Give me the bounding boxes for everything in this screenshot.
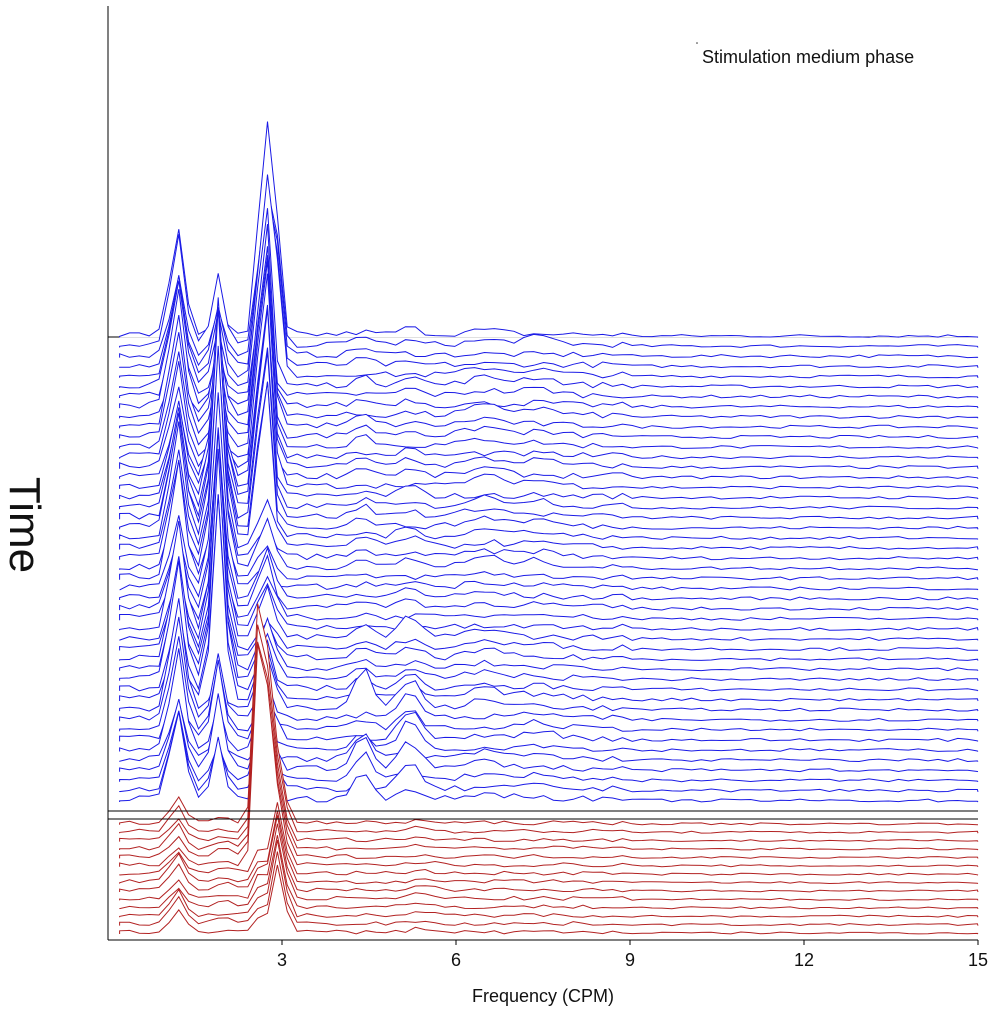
x-tick-label: 12 [794, 950, 814, 970]
spectrum-trace [119, 174, 979, 379]
spectrum-trace [119, 802, 979, 876]
spectrum-trace [119, 851, 979, 927]
annotation-marker [696, 42, 698, 44]
spectrum-trace [119, 208, 979, 389]
y-axis-label: Time [0, 477, 49, 573]
x-tick-label: 6 [451, 950, 461, 970]
spectrum-trace [119, 246, 979, 429]
spectrum-trace [119, 644, 979, 868]
spectrum-trace [119, 839, 979, 918]
spectrum-trace [119, 815, 979, 893]
spectra-traces [108, 121, 979, 935]
x-tick-label: 15 [968, 950, 988, 970]
x-ticks: 3 6 9 12 15 [277, 940, 988, 970]
phase-annotation: Stimulation medium phase [702, 47, 914, 67]
spectrum-trace [119, 260, 979, 449]
spectrum-trace [119, 255, 979, 439]
x-axis-label: Frequency (CPM) [472, 986, 614, 1006]
x-tick-label: 9 [625, 950, 635, 970]
spectrum-trace [119, 835, 979, 910]
spectrum-trace [119, 810, 979, 885]
spectrum-trace [119, 864, 979, 935]
spectrum-trace [119, 641, 979, 843]
spectrum-trace [119, 189, 979, 348]
spectrum-trace [119, 823, 979, 901]
x-tick-label: 3 [277, 950, 287, 970]
spectrum-trace [119, 345, 978, 571]
spectrum-trace [119, 273, 979, 470]
spectrum-trace [119, 603, 978, 826]
spectrum-trace [119, 624, 979, 834]
spectrum-trace [119, 224, 979, 419]
spectrum-trace [119, 121, 979, 338]
